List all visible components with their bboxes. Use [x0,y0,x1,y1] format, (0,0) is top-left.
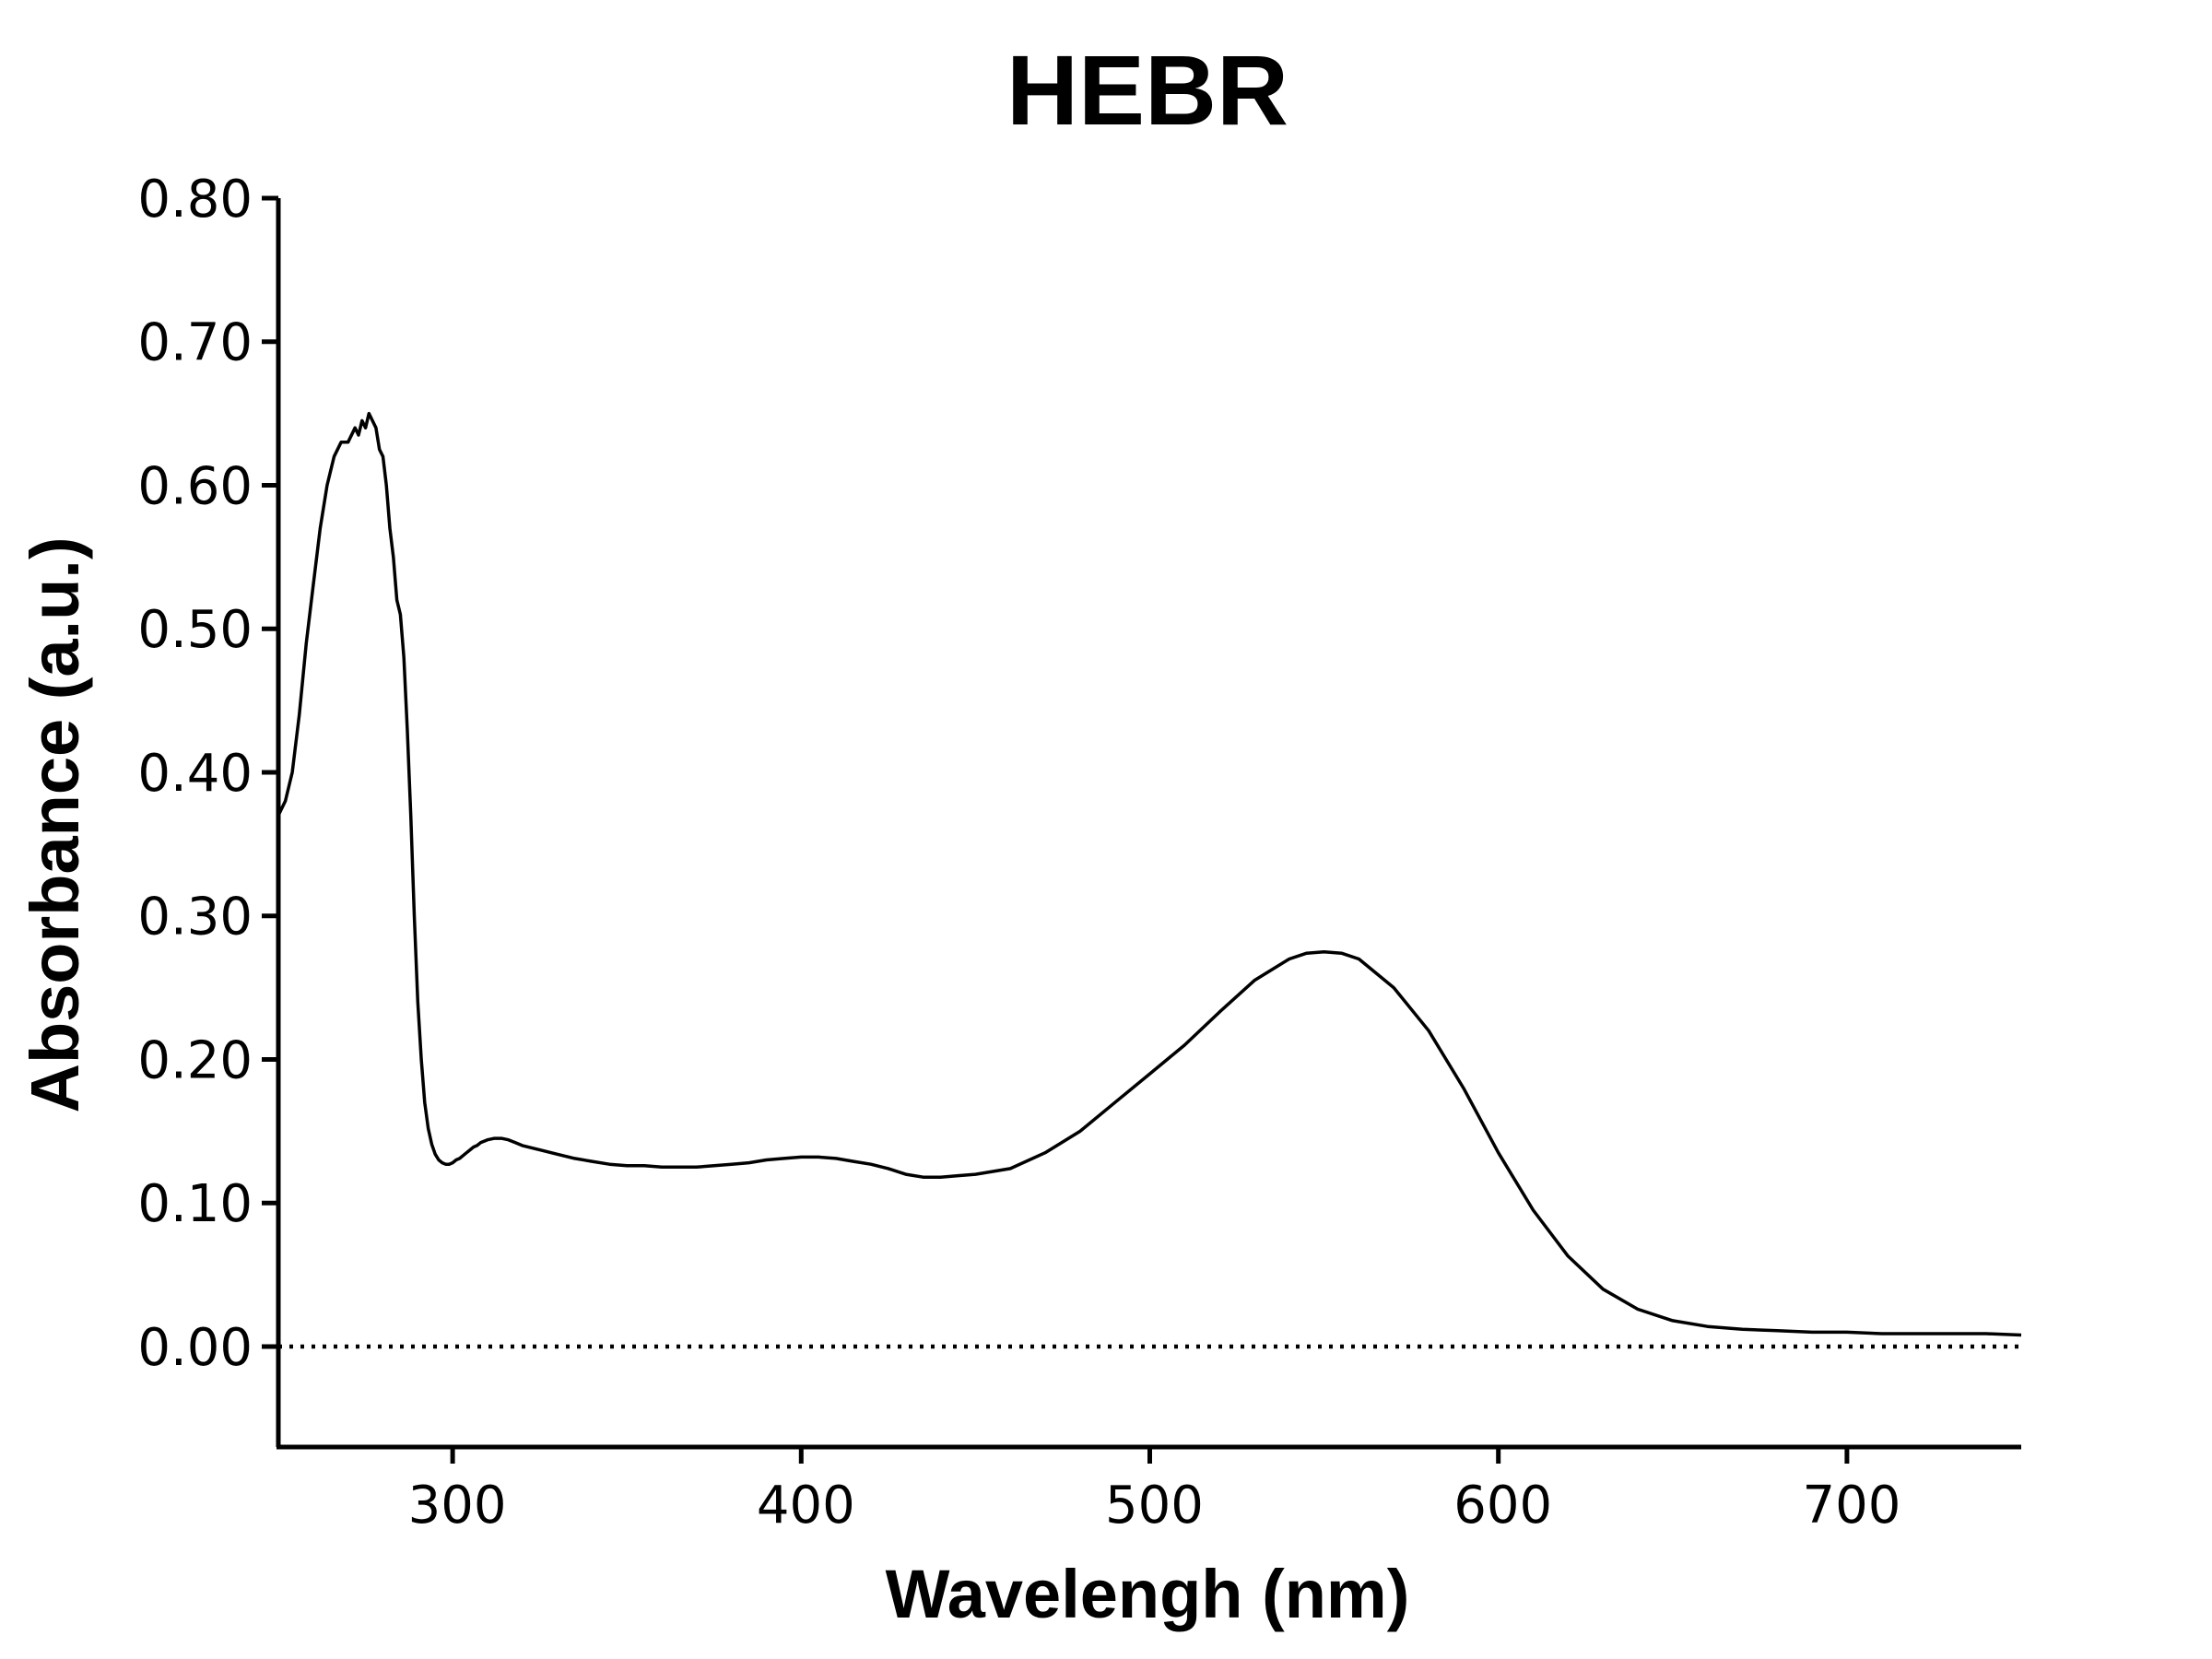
y-tick-label: 0.40 [137,744,253,804]
y-axis-label: Absorbance (a.u.) [17,537,93,1113]
y-tick-label: 0.20 [137,1030,253,1090]
x-axis-label: Wavelengh (nm) [886,1556,1410,1632]
x-tick-label: 600 [1453,1476,1552,1535]
y-tick-label: 0.50 [137,600,253,660]
y-tick-label: 0.00 [137,1318,253,1378]
y-axis-ticks: 0.00 0.10 0.20 0.30 0.40 0.50 0.60 0.70 0.80 [137,170,278,1378]
y-tick-label: 0.70 [137,313,253,373]
y-tick-label: 0.30 [137,888,253,947]
chart-title: HEBR [1006,34,1288,146]
y-tick-label: 0.80 [137,170,253,229]
plot-area: 0.00 0.10 0.20 0.30 0.40 0.50 0.60 0.70 0.80 300… [137,170,2022,1535]
x-axis-ticks: 300 400 500 600 700 [408,1447,1900,1535]
absorbance-series-line [276,411,2022,1337]
x-tick-label: 500 [1105,1476,1204,1535]
x-tick-label: 700 [1802,1476,1900,1535]
x-tick-label: 400 [757,1476,855,1535]
y-tick-label: 0.10 [137,1174,253,1234]
y-tick-label: 0.60 [137,456,253,516]
x-tick-label: 300 [408,1476,507,1535]
